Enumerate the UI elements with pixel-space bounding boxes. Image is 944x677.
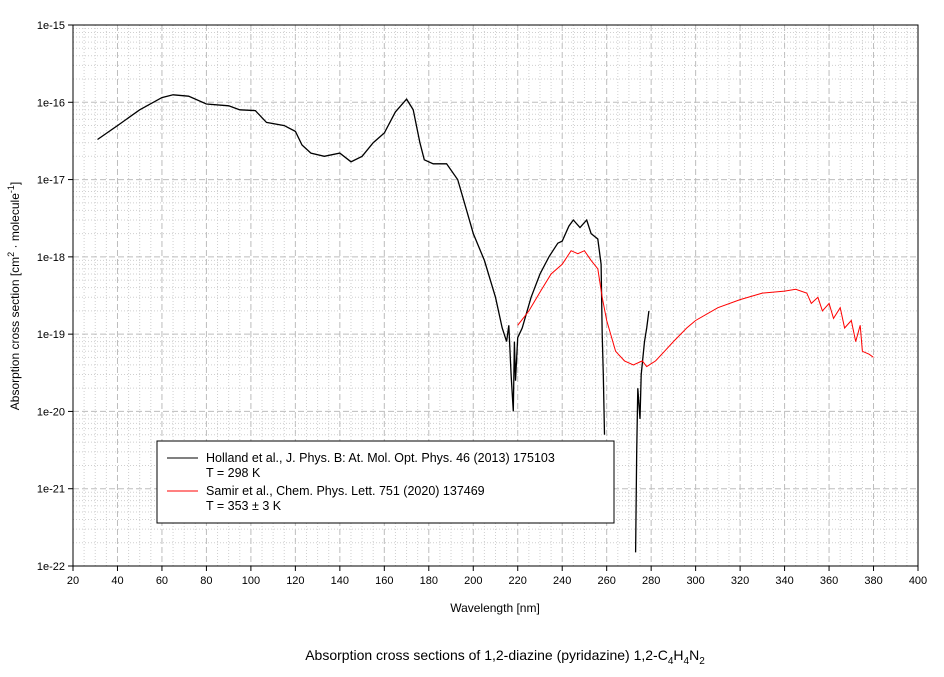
series-line-samir (517, 250, 874, 368)
x-tick-label: 40 (111, 575, 123, 587)
ticks: 20 40 60 80 100 120 140 160 180 200 220 240 260 280 30… (37, 20, 927, 587)
legend-label-holland: Holland et al., J. Phys. B: At. Mol. Opt… (206, 451, 555, 465)
x-tick-label: 80 (200, 575, 212, 587)
y-axis-label: Absorption cross section [cm2 · molecule… (6, 182, 22, 410)
legend: Holland et al., J. Phys. B: At. Mol. Opt… (156, 440, 615, 524)
x-tick-label: 320 (731, 575, 749, 587)
x-tick-label: 200 (464, 575, 482, 587)
x-tick-label: 220 (509, 575, 527, 587)
y-tick-label: 1e-20 (37, 406, 65, 418)
x-tick-label: 60 (156, 575, 168, 587)
series-line-holland (97, 94, 606, 435)
x-tick-label: 240 (553, 575, 571, 587)
plot-frame (72, 24, 919, 567)
x-tick-label: 160 (375, 575, 393, 587)
x-tick-label: 400 (909, 575, 927, 587)
legend-label-holland-temp: T = 298 K (206, 466, 261, 480)
y-tick-label: 1e-17 (37, 175, 65, 187)
y-tick-label: 1e-16 (37, 97, 65, 109)
x-tick-label: 20 (67, 575, 79, 587)
x-tick-label: 140 (331, 575, 349, 587)
x-axis-label: Wavelength [nm] (450, 601, 540, 615)
y-tick-label: 1e-21 (37, 484, 65, 496)
y-tick-label: 1e-18 (37, 252, 65, 264)
x-tick-label: 300 (686, 575, 704, 587)
x-tick-label: 180 (420, 575, 438, 587)
x-tick-label: 280 (642, 575, 660, 587)
x-tick-label: 120 (286, 575, 304, 587)
y-tick-label: 1e-15 (37, 20, 65, 32)
x-tick-label: 100 (242, 575, 260, 587)
series-line-holland (634, 310, 650, 553)
legend-box (156, 440, 615, 524)
series-group (97, 94, 874, 553)
chart-title: Absorption cross sections of 1,2-diazine… (305, 647, 705, 667)
x-tick-label: 340 (775, 575, 793, 587)
x-tick-label: 360 (820, 575, 838, 587)
x-tick-label: 380 (864, 575, 882, 587)
y-tick-label: 1e-22 (37, 561, 65, 573)
legend-label-samir-temp: T = 353 ± 3 K (206, 499, 282, 513)
legend-label-samir: Samir et al., Chem. Phys. Lett. 751 (202… (206, 484, 485, 498)
y-tick-label: 1e-19 (37, 329, 65, 341)
x-tick-label: 260 (598, 575, 616, 587)
